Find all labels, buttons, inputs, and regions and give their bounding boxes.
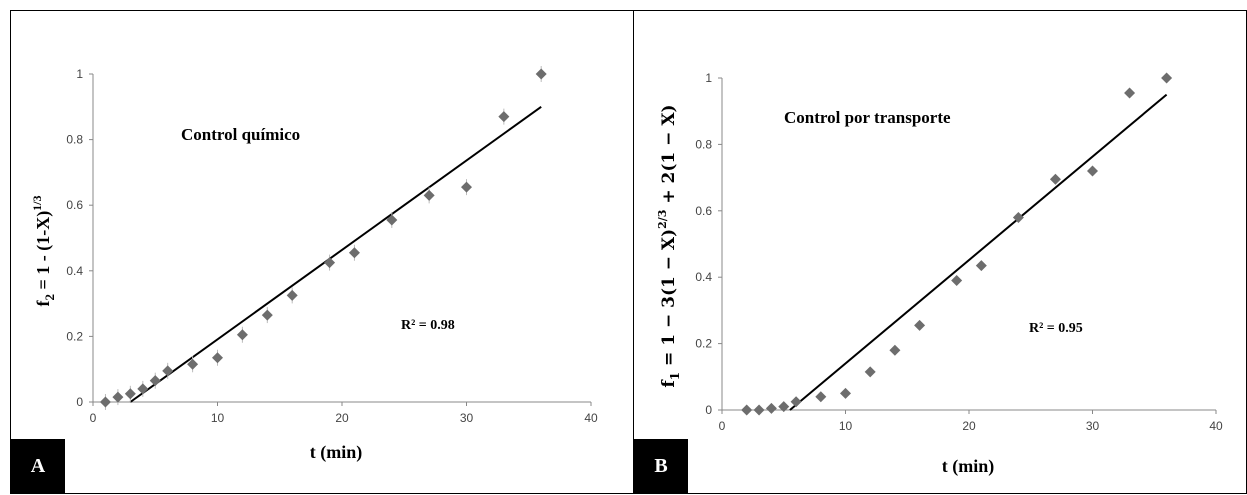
- chart-b-x-tick-label: 40: [1209, 419, 1223, 433]
- panel-b-badge: B: [634, 439, 688, 493]
- chart-a-x-tick-label: 20: [335, 411, 349, 425]
- chart-b-trendline: [789, 93, 1168, 411]
- chart-b-y-tick-label: 0.8: [695, 137, 712, 151]
- chart-b-data-point: [914, 319, 926, 331]
- chart-b-y-tick-label: 0.6: [695, 204, 712, 218]
- chart-a-data-point: [261, 309, 273, 321]
- chart-a-data-point: [149, 375, 161, 387]
- chart-a-data-point: [286, 289, 298, 301]
- chart-b-data-point: [840, 387, 851, 399]
- chart-b-data-point: [889, 344, 901, 356]
- chart-b-data-point: [778, 401, 790, 413]
- chart-a-data-point: [348, 247, 360, 259]
- chart-a-y-tick-label: 1: [76, 67, 83, 81]
- chart-a-data-point: [423, 189, 435, 201]
- chart-a-data-point: [212, 352, 223, 364]
- chart-b-x-tick-label: 10: [839, 419, 853, 433]
- chart-panel-a: Control químico R² = 0.98 t (min) f2 = 1…: [10, 10, 634, 494]
- chart-b-data-point: [1124, 87, 1136, 99]
- chart-a-data-point: [187, 358, 199, 370]
- chart-b-x-tick-label: 20: [962, 419, 976, 433]
- chart-b-r2-annotation: R² = 0.95: [1029, 321, 1083, 336]
- chart-b-x-tick-label: 30: [1086, 419, 1100, 433]
- chart-b-data-point: [741, 404, 753, 416]
- chart-a-y-tick-label: 0.2: [66, 329, 83, 343]
- chart-b-y-tick-label: 0.2: [695, 337, 712, 351]
- chart-b-data-point: [790, 396, 802, 408]
- panel-a-badge: A: [11, 439, 65, 493]
- chart-a-data-point: [137, 383, 149, 395]
- chart-a-x-tick-label: 0: [90, 411, 97, 425]
- chart-b-y-tick-label: 0: [705, 403, 712, 417]
- chart-panel-b: Control por transporte R² = 0.95 t (min)…: [633, 10, 1247, 494]
- chart-a-title: Control químico: [181, 125, 300, 144]
- chart-a-data-point: [461, 181, 472, 193]
- chart-a-data-point: [99, 396, 111, 408]
- chart-a-x-axis-label: t (min): [310, 442, 363, 463]
- chart-a-x-tick-label: 30: [460, 411, 474, 425]
- chart-a-data-point: [162, 365, 174, 377]
- chart-a-data-point: [498, 111, 510, 123]
- chart-a-y-tick-label: 0: [76, 395, 83, 409]
- chart-a-y-tick-label: 0.6: [66, 198, 83, 212]
- chart-b-data-point: [951, 275, 963, 287]
- chart-a-y-axis-label: f2 = 1 - (1-X)1/3: [30, 195, 57, 306]
- chart-b-svg: Control por transporte R² = 0.95 t (min)…: [656, 71, 1223, 477]
- chart-b-data-point: [1087, 165, 1098, 177]
- chart-b-data-point: [864, 366, 876, 378]
- chart-b-title: Control por transporte: [784, 108, 951, 127]
- chart-a-trendline: [129, 105, 542, 403]
- chart-a-data-point: [535, 68, 547, 80]
- chart-a-x-tick-label: 10: [211, 411, 225, 425]
- chart-b-x-tick-label: 0: [719, 419, 726, 433]
- chart-b-data-point: [1012, 211, 1024, 223]
- chart-b-x-axis-label: t (min): [942, 456, 995, 477]
- chart-b-data-point: [753, 404, 765, 416]
- chart-b-data-point: [765, 402, 777, 414]
- chart-a-r2-annotation: R² = 0.98: [401, 318, 455, 333]
- chart-b-data-point: [1049, 173, 1061, 185]
- chart-a-svg: Control químico R² = 0.98 t (min) f2 = 1…: [30, 66, 598, 463]
- chart-b-y-tick-label: 1: [705, 71, 712, 85]
- chart-a-data-point: [124, 388, 136, 400]
- chart-b-y-tick-label: 0.4: [695, 270, 712, 284]
- chart-a-y-tick-label: 0.8: [66, 133, 83, 147]
- chart-b-data-point: [975, 260, 987, 272]
- chart-b-data-point: [1161, 72, 1173, 84]
- chart-a-data-point: [236, 329, 248, 341]
- chart-b-data-point: [815, 391, 827, 403]
- chart-a-data-point: [386, 214, 398, 226]
- chart-a-y-tick-label: 0.4: [66, 264, 83, 278]
- chart-b-y-axis-label: f1 = 1 − 3(1 − X)2/3 + 2(1 − X): [656, 104, 682, 387]
- chart-a-x-tick-label: 40: [584, 411, 598, 425]
- chart-a-data-point: [112, 391, 124, 403]
- chart-a-data-point: [324, 257, 336, 269]
